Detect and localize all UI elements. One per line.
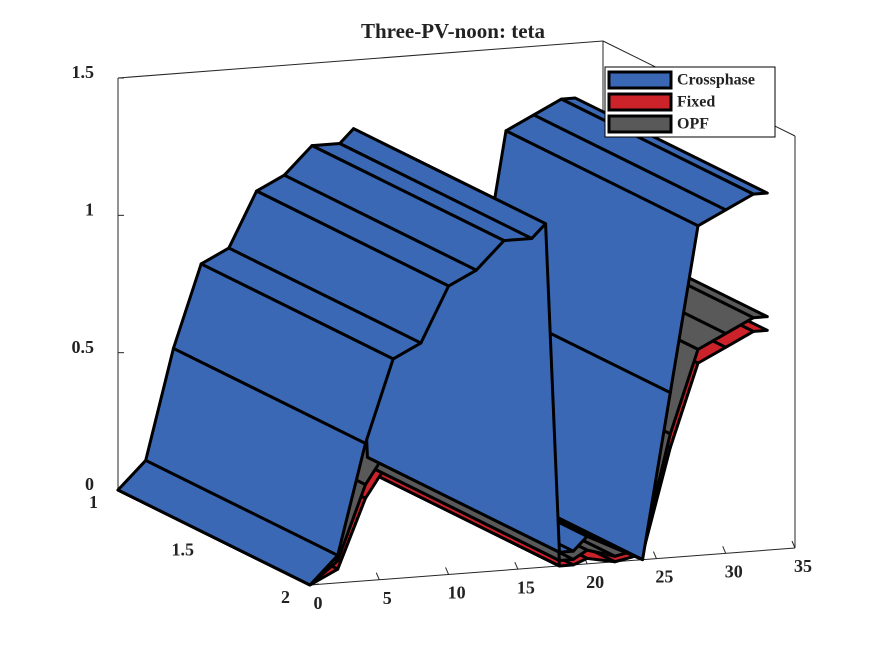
x-tick: [375, 572, 380, 580]
legend-swatch: [607, 92, 673, 112]
legend-swatch: [607, 70, 673, 90]
z-tick-label: 1.5: [72, 62, 95, 82]
x-tick-label: 0: [314, 593, 323, 613]
y-tick-label: 1.5: [172, 540, 195, 560]
legend-label: Fixed: [677, 94, 715, 111]
x-tick: [791, 540, 796, 549]
legend: Crossphase Fixed OPF: [604, 66, 776, 138]
legend-label: OPF: [677, 116, 709, 133]
axes: 0 0.5 1 1.5 0 5 10 15 20 25 30 35 1 1.5 2: [72, 40, 812, 613]
x-tick: [514, 561, 519, 570]
x-tick: [652, 551, 657, 559]
surfaces: [116, 96, 769, 587]
x-tick: [722, 546, 727, 554]
z-tick-label: 0.5: [72, 337, 95, 357]
x-tick-label: 20: [586, 572, 604, 592]
x-tick-label: 25: [655, 567, 673, 587]
x-tick-label: 5: [383, 588, 392, 608]
legend-swatch: [607, 114, 673, 134]
surface-patch: [116, 458, 340, 587]
axis-line: [309, 547, 796, 586]
y-tick-label: 2: [281, 587, 290, 607]
axis-line: [117, 40, 604, 79]
x-tick-label: 35: [794, 556, 812, 576]
y-tick-label: 1: [89, 492, 98, 512]
z-tick-label: 0: [85, 474, 94, 494]
chart-title: Three-PV-noon: teta: [361, 19, 546, 43]
legend-label: Crossphase: [677, 72, 755, 89]
z-tick-label: 1: [85, 199, 94, 219]
x-tick-label: 10: [448, 583, 466, 603]
x-tick: [445, 567, 450, 575]
x-tick-label: 15: [517, 577, 535, 597]
x-tick-label: 30: [725, 561, 743, 581]
